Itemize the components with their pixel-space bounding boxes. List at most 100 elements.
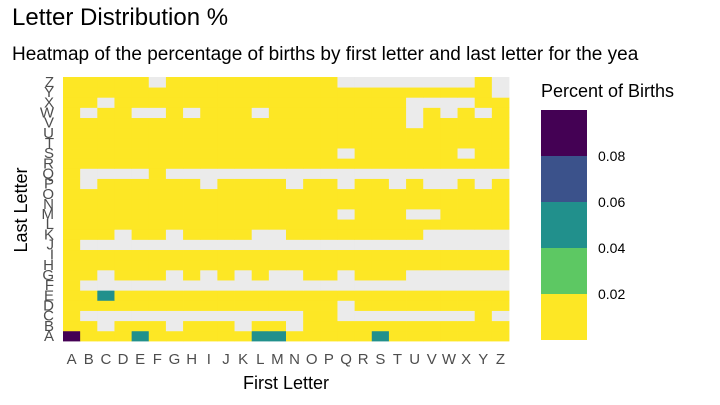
heatmap-cell-N-Y	[286, 87, 304, 98]
heatmap-cell-V-G	[423, 269, 441, 281]
heatmap-cell-S-F	[371, 280, 390, 291]
heatmap-cell-I-M	[200, 209, 218, 220]
heatmap-cell-N-A	[286, 330, 304, 342]
heatmap-cell-O-T	[303, 137, 321, 149]
heatmap-cell-U-T	[406, 137, 424, 149]
heatmap-cell-P-V	[320, 117, 338, 129]
heatmap-cell-A-C	[63, 310, 81, 322]
heatmap-cell-P-T	[320, 137, 338, 149]
heatmap-cell-W-J	[440, 239, 458, 251]
heatmap-cell-X-O	[457, 188, 476, 200]
heatmap-cell-B-R	[80, 158, 98, 169]
heatmap-cell-U-D	[406, 300, 424, 311]
heatmap-cell-G-P	[165, 178, 184, 190]
x-tick-label: P	[324, 351, 334, 368]
heatmap-cell-F-S	[148, 148, 167, 159]
heatmap-cell-H-K	[183, 229, 201, 240]
heatmap-cell-L-M	[251, 209, 270, 220]
heatmap-cell-S-C	[371, 310, 390, 322]
heatmap-cell-Q-Z	[337, 77, 356, 88]
heatmap-cell-J-Y	[217, 87, 235, 98]
heatmap-cell-S-J	[371, 239, 390, 251]
heatmap-cell-C-X	[97, 97, 115, 108]
y-tick-label: C	[43, 308, 54, 325]
heatmap-cell-Z-W	[491, 107, 510, 119]
heatmap-cell-D-G	[114, 269, 133, 281]
heatmap-cell-R-A	[354, 330, 373, 342]
heatmap-cell-I-F	[200, 280, 218, 291]
y-tick-label: Y	[44, 84, 54, 101]
heatmap-cell-O-O	[303, 188, 321, 200]
heatmap-cell-U-W	[406, 107, 424, 119]
heatmap-cell-Z-F	[491, 280, 510, 291]
legend: 0.08 0.06 0.04 0.02	[541, 110, 625, 340]
heatmap-cell-D-R	[114, 158, 133, 169]
x-tick-label: A	[67, 351, 77, 368]
heatmap-cell-U-R	[406, 158, 424, 169]
heatmap-cell-R-L	[354, 219, 373, 230]
heatmap-cell-Y-B	[474, 320, 493, 332]
heatmap-cell-U-L	[406, 219, 424, 230]
heatmap-cell-C-L	[97, 219, 115, 230]
heatmap-cell-W-G	[440, 269, 458, 281]
heatmap-cell-K-P	[234, 178, 253, 190]
heatmap-cell-S-X	[371, 97, 390, 108]
heatmap-cell-O-R	[303, 158, 321, 169]
heatmap-cell-T-B	[388, 320, 407, 332]
x-tick-label: L	[256, 351, 264, 368]
heatmap-cell-X-A	[457, 330, 476, 342]
heatmap-cell-W-R	[440, 158, 458, 169]
heatmap-cell-S-E	[371, 290, 390, 301]
heatmap-cell-E-Y	[131, 87, 150, 98]
heatmap-cell-L-R	[251, 158, 270, 169]
heatmap-cell-Z-K	[491, 229, 510, 240]
x-axis-title: First Letter	[243, 373, 329, 393]
heatmap-cell-R-H	[354, 259, 373, 271]
heatmap-cell-J-A	[217, 330, 235, 342]
heatmap-cell-B-J	[80, 239, 98, 251]
heatmap-cell-L-S	[251, 148, 270, 159]
heatmap-cell-Q-B	[337, 320, 356, 332]
heatmap-cell-X-T	[457, 137, 476, 149]
heatmap-cell-H-B	[183, 320, 201, 332]
heatmap-cell-E-E	[131, 290, 150, 301]
heatmap-cell-M-P	[268, 178, 287, 190]
heatmap-cell-P-M	[320, 209, 338, 220]
heatmap-cell-A-V	[63, 117, 81, 129]
heatmap-cell-S-Z	[371, 77, 390, 88]
heatmap-cell-Q-W	[337, 107, 356, 119]
heatmap-cell-V-R	[423, 158, 441, 169]
heatmap-cell-Q-K	[337, 229, 356, 240]
heatmap-cell-B-F	[80, 280, 98, 291]
x-tick-label: H	[186, 351, 197, 368]
x-tick-label: U	[409, 351, 420, 368]
heatmap-cell-Z-S	[491, 148, 510, 159]
heatmap-cell-J-U	[217, 127, 235, 139]
heatmap-cell-M-X	[268, 97, 287, 108]
heatmap-cell-C-V	[97, 117, 115, 129]
heatmap-cell-C-R	[97, 158, 115, 169]
heatmap-cell-E-M	[131, 209, 150, 220]
heatmap-cell-C-A	[97, 330, 115, 342]
heatmap-cell-L-T	[251, 137, 270, 149]
y-tick-label: V	[44, 115, 54, 132]
heatmap-cell-F-U	[148, 127, 167, 139]
heatmap-cell-F-A	[148, 330, 167, 342]
heatmap-cell-K-Q	[234, 168, 253, 179]
heatmap-cell-B-Y	[80, 87, 98, 98]
heatmap-cell-G-W	[165, 107, 184, 119]
x-tick-label: S	[375, 351, 385, 368]
heatmap-cell-Q-D	[337, 300, 356, 311]
heatmap-cell-A-Y	[63, 87, 81, 98]
heatmap-cell-A-N	[63, 198, 81, 210]
heatmap-cell-Z-X	[491, 97, 510, 108]
x-tick-label: T	[393, 351, 402, 368]
heatmap-cell-D-P	[114, 178, 133, 190]
heatmap-cell-E-S	[131, 148, 150, 159]
heatmap-cell-J-E	[217, 290, 235, 301]
heatmap-cell-N-H	[286, 259, 304, 271]
x-tick-label: C	[100, 351, 111, 368]
heatmap-cell-B-H	[80, 259, 98, 271]
